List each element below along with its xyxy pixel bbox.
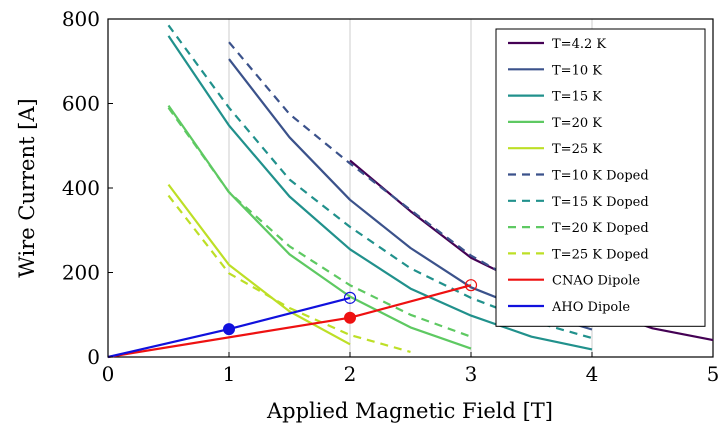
series-line-t-25-k <box>167 183 351 346</box>
legend-label: T=20 K <box>552 116 602 131</box>
legend-label: T=25 K Doped <box>552 247 649 262</box>
legend-box <box>495 28 706 327</box>
y-tick-label: 400 <box>62 176 100 200</box>
y-axis-label: Wire Current [A] <box>15 98 39 277</box>
x-tick-label: 1 <box>223 362 236 386</box>
series-line-t-25-k-doped <box>167 194 411 353</box>
legend-label: T=25 K <box>552 142 602 157</box>
legend-label: T=15 K <box>552 90 602 105</box>
series-marker-cnao-dipole <box>344 311 356 324</box>
y-tick-label: 800 <box>62 7 100 31</box>
legend-label: T=15 K Doped <box>552 195 649 210</box>
series-line-cnao-dipole <box>107 284 472 359</box>
x-tick-label: 3 <box>465 362 478 386</box>
legend-label: AHO Dipole <box>551 300 630 315</box>
legend-label: T=10 K Doped <box>552 169 649 184</box>
x-tick-label: 4 <box>586 362 599 386</box>
tick-labels: 0 1 2 3 4 5 0 200 400 600 800 <box>62 7 720 386</box>
series-line-t-20-k <box>167 104 472 350</box>
y-tick-label: 600 <box>62 92 100 116</box>
series-layer <box>107 24 714 359</box>
x-tick-label: 0 <box>102 362 115 386</box>
y-tick-label: 200 <box>62 261 100 285</box>
x-axis-label: Applied Magnetic Field [T] <box>266 399 553 423</box>
legend-label: CNAO Dipole <box>552 274 640 289</box>
series-marker-aho-dipole <box>343 291 357 304</box>
legend: T=4.2 K T=10 K T=15 K T=20 K T=25 K T=10 K Do… <box>495 28 706 327</box>
legend-label: T=20 K Doped <box>552 221 649 236</box>
series-line-t-15-k <box>167 35 593 351</box>
y-tick-label: 0 <box>87 345 100 369</box>
x-tick-label: 5 <box>707 362 720 386</box>
series-line-t-20-k-doped <box>167 107 472 338</box>
x-tick-label: 2 <box>344 362 357 386</box>
legend-label: T=4.2 K <box>552 37 606 52</box>
legend-label: T=10 K <box>552 63 602 78</box>
series-marker-aho-dipole <box>223 323 235 336</box>
series-marker-cnao-dipole <box>464 279 478 292</box>
